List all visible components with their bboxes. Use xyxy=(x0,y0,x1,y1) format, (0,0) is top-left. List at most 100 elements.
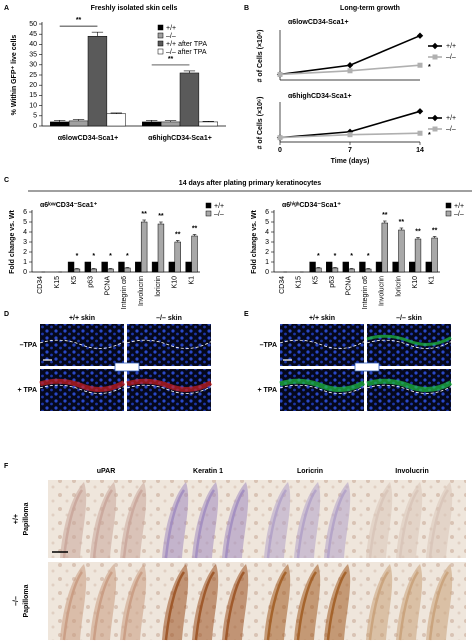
bar xyxy=(359,261,366,273)
bar xyxy=(381,222,388,273)
y-tick-label: 4 xyxy=(23,229,27,236)
x-tick-label: CD34 xyxy=(279,276,286,294)
basement-membrane xyxy=(39,339,125,349)
x-tick-label: Involucrin xyxy=(379,276,386,306)
chart-subtitle: α6ˡᵒʷCD34⁻Sca1⁺ xyxy=(40,202,98,209)
tissue-edge xyxy=(224,489,246,559)
point xyxy=(346,62,354,69)
y-tick-label: 2 xyxy=(23,249,27,256)
bar xyxy=(118,261,125,273)
inset-box xyxy=(354,362,380,372)
chart-title: Freshly isolated skin cells xyxy=(91,5,178,12)
point xyxy=(277,135,283,141)
y-tick-label: 0 xyxy=(23,269,27,276)
bar xyxy=(331,267,339,273)
tissue-edge xyxy=(326,489,348,559)
point xyxy=(347,132,353,138)
row-label: +/+ xyxy=(13,514,20,524)
x-tick-label: p63 xyxy=(88,276,95,288)
panel-label: B xyxy=(244,5,249,12)
y-tick-label: 5 xyxy=(23,219,27,226)
legend-swatch xyxy=(445,210,452,217)
column-header: Keratin 1 xyxy=(193,468,223,475)
y-tick-label: 5 xyxy=(265,219,269,226)
x-tick-label: Integrin α6 xyxy=(121,276,128,309)
x-tick-label: α6lowCD34-Sca1+ xyxy=(58,135,119,142)
bar xyxy=(342,261,349,273)
tissue-edge xyxy=(122,489,144,559)
panel-label: D xyxy=(4,311,9,318)
x-tick-label: 14 xyxy=(416,147,424,154)
bar xyxy=(67,261,75,273)
x-tick-label: PCNA xyxy=(104,276,111,296)
x-tick-label: Integrin α6 xyxy=(362,276,369,309)
tissue-edge xyxy=(92,571,114,641)
x-tick-label: Involucrin xyxy=(138,276,145,306)
significance: * xyxy=(428,132,431,139)
bar xyxy=(326,261,333,273)
legend-marker xyxy=(432,54,438,60)
column-header: –/– skin xyxy=(156,315,182,322)
x-tick-label: α6highCD34-Sca1+ xyxy=(148,135,212,142)
tissue-edge xyxy=(368,571,390,641)
y-axis-label: Fold change vs. Wt xyxy=(251,209,258,273)
panel-label: A xyxy=(4,5,9,12)
tissue-edge xyxy=(326,571,348,641)
x-tick-label: K10 xyxy=(412,276,419,289)
stain-band xyxy=(126,378,213,392)
tissue-edge xyxy=(164,571,186,641)
bar xyxy=(157,223,165,273)
bar xyxy=(198,121,218,127)
basement-membrane xyxy=(366,339,452,349)
tissue-edge xyxy=(62,571,84,641)
legend-marker xyxy=(431,114,439,122)
column-header: –/– skin xyxy=(396,315,422,322)
row-label: –TPA xyxy=(20,342,37,349)
bar xyxy=(365,268,372,273)
y-axis-label: # of Cells (×10⁶) xyxy=(257,30,264,83)
x-tick-label: K5 xyxy=(71,276,78,285)
bar xyxy=(309,261,316,273)
legend-label: +/+ xyxy=(166,25,176,32)
row-label: –/– xyxy=(13,596,20,606)
bar xyxy=(348,268,355,273)
chart-subtitle: α6ʰⁱᵍʰCD34⁻Sca1⁺ xyxy=(282,200,341,209)
legend-marker xyxy=(431,42,439,50)
point xyxy=(277,71,283,77)
x-tick-label: CD34 xyxy=(37,276,44,294)
y-tick-label: 6 xyxy=(265,209,269,216)
significance: * xyxy=(76,253,79,260)
y-tick-label: 1 xyxy=(23,259,27,266)
tissue-edge xyxy=(398,489,420,559)
basement-membrane xyxy=(39,384,125,394)
stain-band xyxy=(279,378,366,392)
x-tick-label: 0 xyxy=(278,147,282,154)
tissue-edge xyxy=(266,489,288,559)
basement-membrane xyxy=(279,384,365,394)
tissue-edge xyxy=(122,571,144,641)
tissue-edge xyxy=(428,571,450,641)
x-tick-label: K1 xyxy=(429,276,436,285)
bar xyxy=(398,229,405,273)
y-tick-label: 0 xyxy=(33,123,37,130)
legend-label: +/+ after TPA xyxy=(166,41,207,48)
basement-membrane xyxy=(279,339,365,349)
significance: * xyxy=(367,253,370,260)
bar xyxy=(174,241,181,273)
legend-label: –/– xyxy=(446,54,456,61)
legend-label: +/+ xyxy=(454,203,464,210)
column-header: +/+ skin xyxy=(69,315,95,322)
y-tick-label: 50 xyxy=(29,21,37,28)
y-tick-label: 5 xyxy=(33,113,37,120)
point xyxy=(417,62,423,68)
bar xyxy=(425,261,432,273)
significance: ** xyxy=(382,212,388,219)
x-tick-label: p63 xyxy=(329,276,336,288)
bar xyxy=(124,267,131,273)
x-tick-label: K15 xyxy=(54,276,61,289)
bar xyxy=(73,268,81,273)
panel-label: C xyxy=(4,177,9,184)
x-tick-label: PCNA xyxy=(346,276,353,296)
significance: ** xyxy=(432,227,438,234)
tissue-edge xyxy=(92,489,114,559)
